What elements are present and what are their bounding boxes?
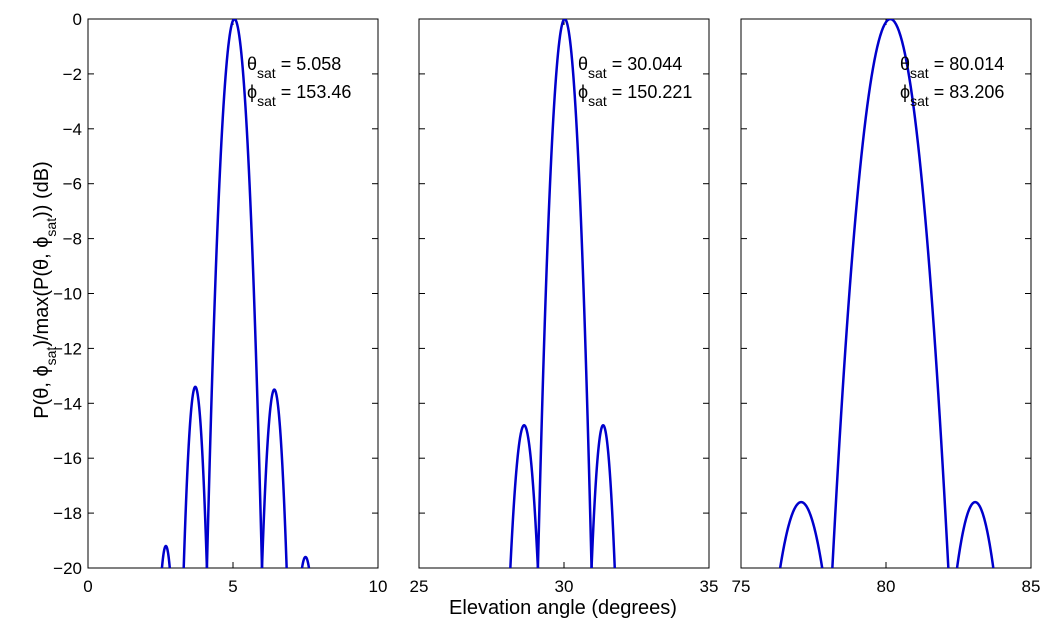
phi-sat-annotation: ϕsat = 83.206: [900, 82, 1004, 109]
x-tick-label: 25: [410, 577, 429, 596]
y-tick-label: −4: [63, 120, 82, 139]
x-tick-label: 75: [732, 577, 751, 596]
x-axis-label: Elevation angle (degrees): [449, 597, 677, 619]
pattern-lobe: [182, 385, 209, 568]
pattern-lobe: [955, 500, 995, 568]
x-tick-label: 5: [228, 577, 237, 596]
phi-sat-annotation: ϕsat = 150.221: [578, 82, 692, 109]
y-tick-label: −20: [53, 559, 82, 578]
y-axis-label: P(θ, ϕsat)/max(P(θ, ϕsat)) (dB): [31, 161, 59, 419]
pattern-lobe: [509, 424, 540, 568]
y-tick-label: −12: [53, 339, 82, 358]
y-tick-label: −2: [63, 65, 82, 84]
x-tick-label: 80: [877, 577, 896, 596]
pattern-lobe: [300, 555, 311, 568]
y-tick-label: −16: [53, 449, 82, 468]
y-tick-label: −18: [53, 504, 82, 523]
pattern-lobe: [536, 19, 593, 568]
y-tick-label: −8: [63, 230, 82, 249]
pattern-lobe: [831, 19, 950, 568]
pattern-lobe: [590, 424, 616, 568]
y-tick-label: 0: [73, 10, 82, 29]
theta-sat-annotation: θsat = 30.044: [578, 54, 682, 81]
x-tick-label: 35: [700, 577, 719, 596]
x-tick-label: 85: [1022, 577, 1041, 596]
x-tick-label: 10: [369, 577, 388, 596]
pattern-lobe: [205, 19, 264, 568]
x-tick-label: 0: [83, 577, 92, 596]
pattern-lobe: [778, 500, 824, 568]
y-tick-label: −14: [53, 394, 82, 413]
panel-1: 0 5 10 0 −2 −4 −6 −8 −10 −12 −14 −16 −18 −20 θsat = 5.0…: [53, 10, 387, 596]
pattern-lobe: [260, 388, 288, 568]
phi-sat-annotation: ϕsat = 153.46: [247, 82, 351, 109]
y-tick-label: −6: [63, 175, 82, 194]
pattern-lobe: [160, 544, 172, 568]
x-tick-label: 30: [555, 577, 574, 596]
y-tick-label: −10: [53, 285, 82, 304]
theta-sat-annotation: θsat = 80.014: [900, 54, 1004, 81]
theta-sat-annotation: θsat = 5.058: [247, 54, 341, 81]
